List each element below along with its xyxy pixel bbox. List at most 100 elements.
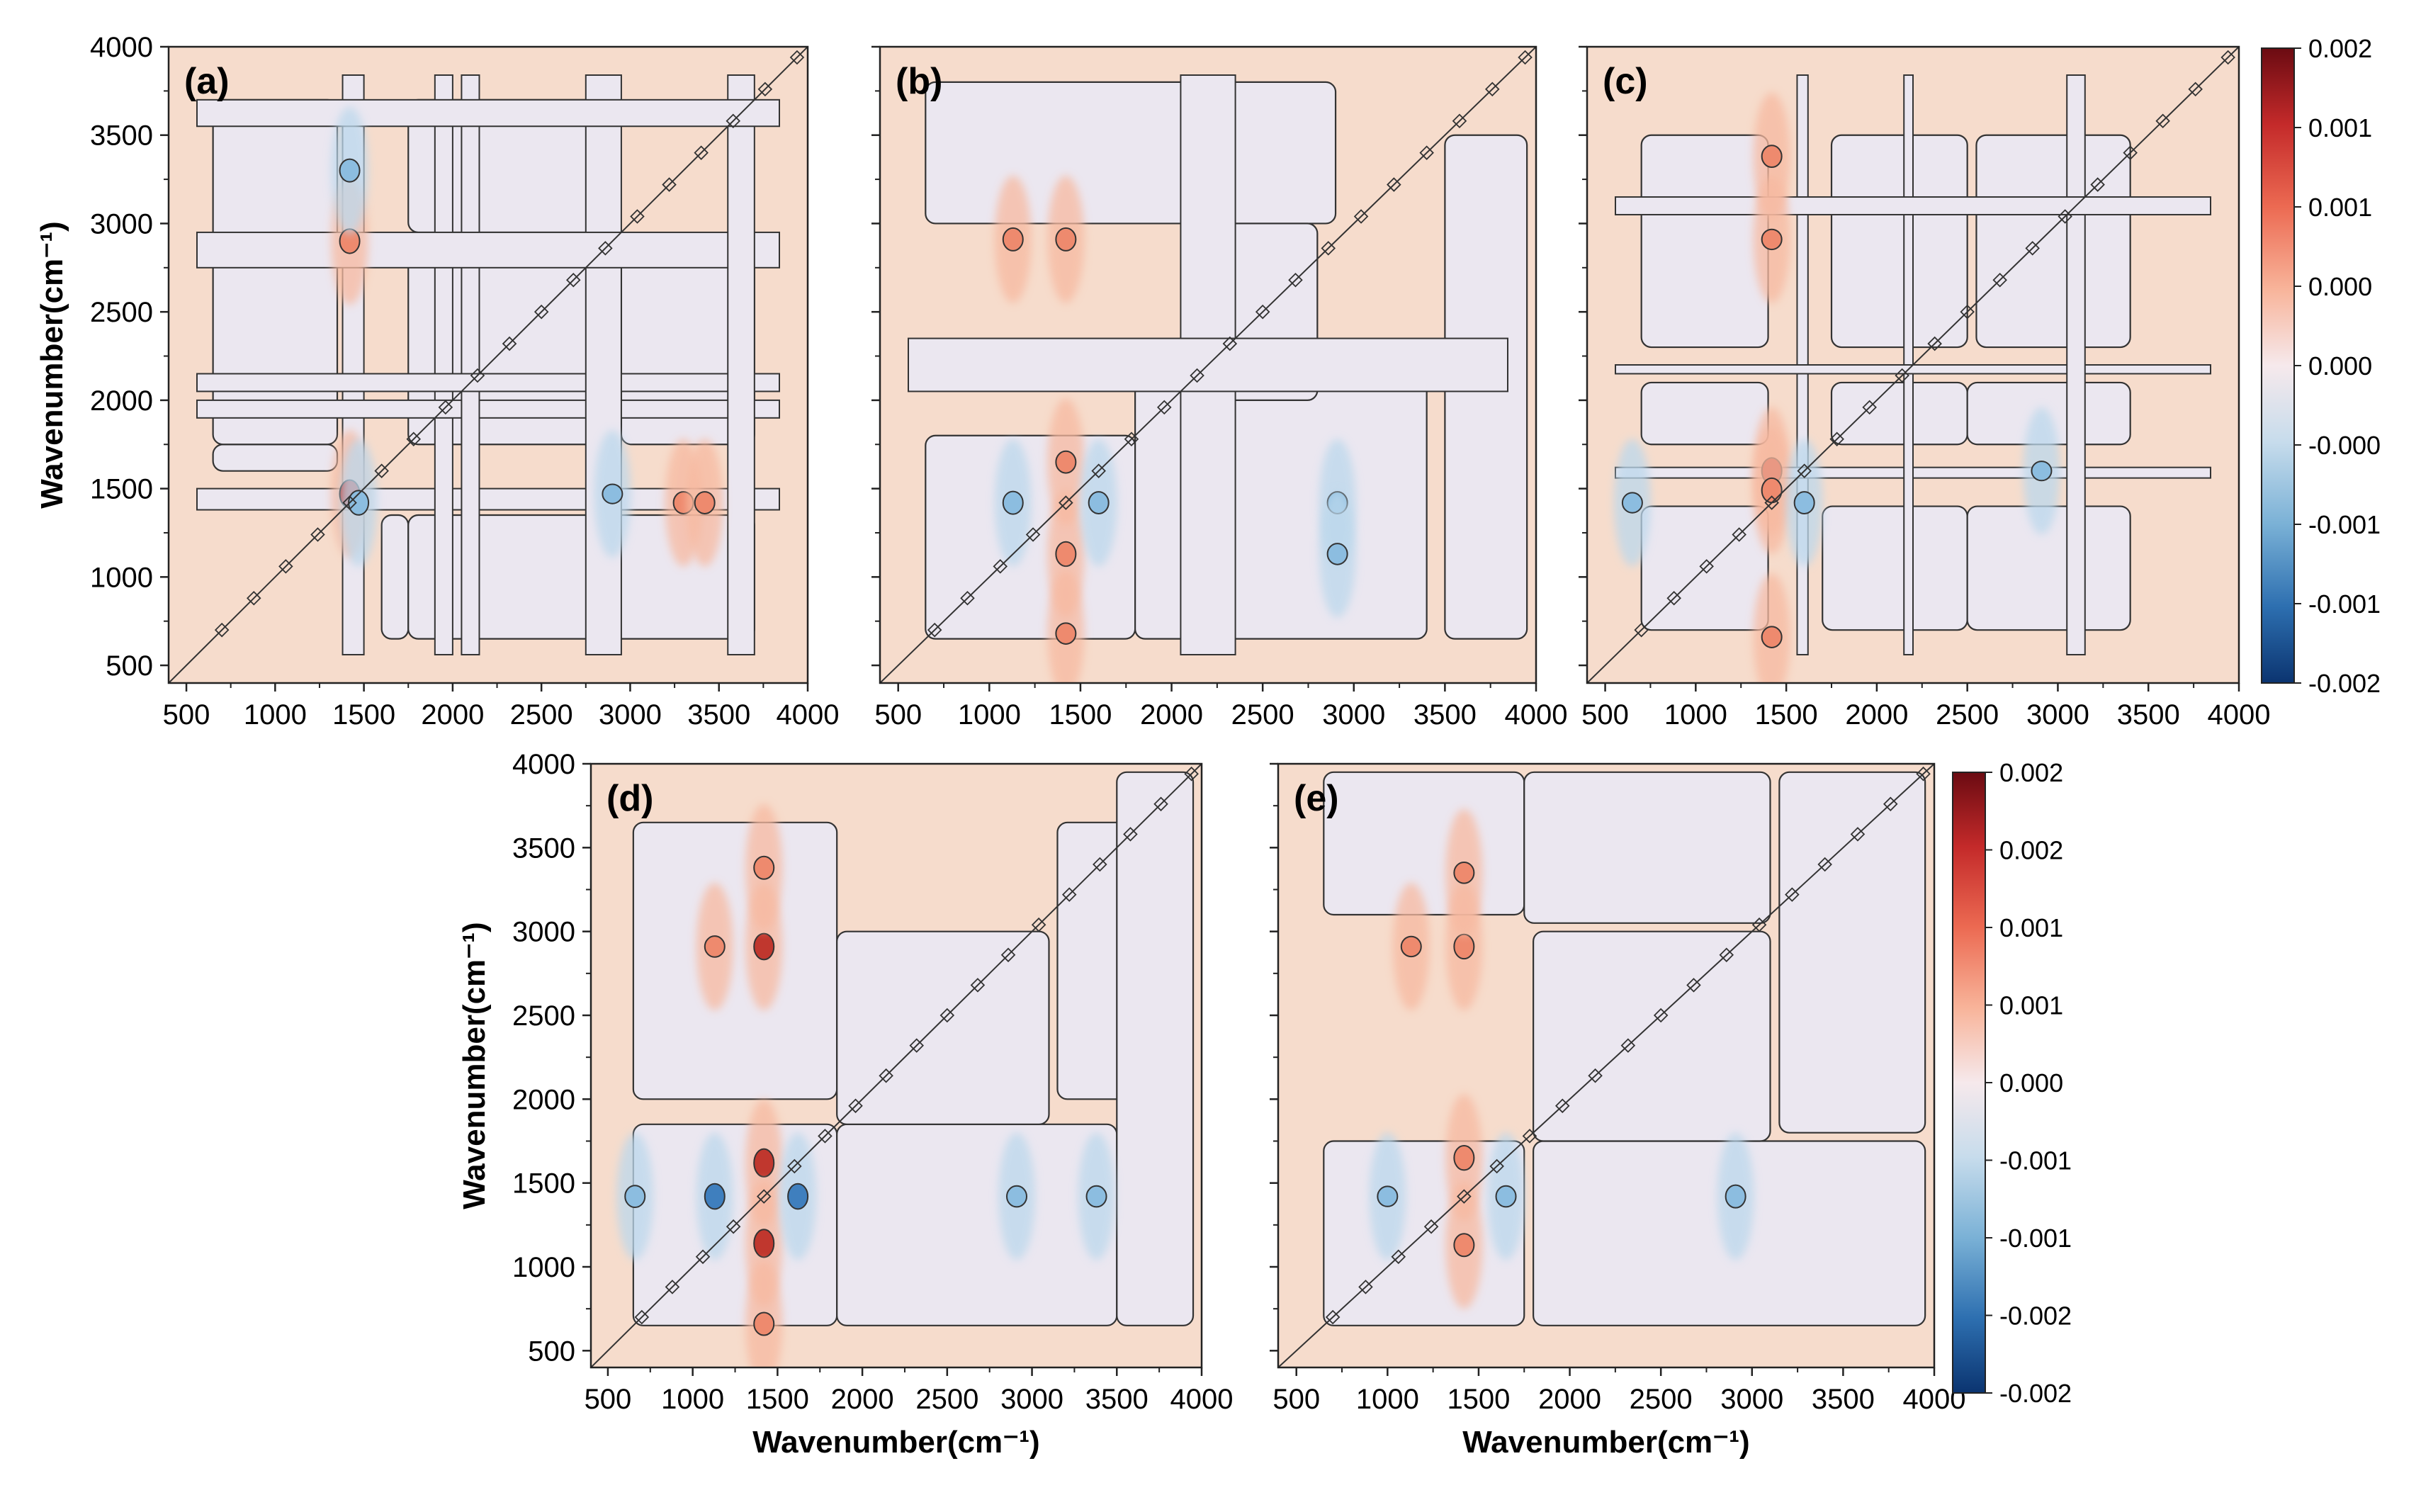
x-tick-label: 3500 [687,699,750,730]
x-tick-label: 4000 [777,699,840,730]
diagonal-autopeak [909,1038,925,1053]
diagonal-autopeak [406,431,422,447]
negative-band-vertical [434,74,453,655]
diagonal-line [591,764,1202,1367]
peak-positive [753,932,775,961]
diagonal-autopeak [1190,368,1204,383]
y-tick-label: 4000 [90,32,153,63]
negative-region [1523,771,1771,924]
diagonal-autopeak [1785,887,1800,902]
colorbar-label: 0.001 [2308,113,2372,142]
x-tick-label: 3500 [1812,1384,1875,1415]
negative-region [212,444,339,472]
x-tick-label: 2000 [1140,699,1203,730]
negative-region [1778,771,1926,1134]
diagonal-autopeak [2155,113,2170,129]
diagonal-autopeak [310,527,325,542]
y-axis-title: Wavenumber(cm⁻¹) [457,922,492,1209]
colorbar-label: 0.002 [1999,758,2063,787]
diagonal-line [880,47,1536,683]
x-tick-label: 1500 [1755,699,1818,730]
diagonal-autopeak [1031,917,1046,932]
diagonal-autopeak [818,1129,833,1144]
colorbar-label: 0.001 [1999,913,2063,942]
diagonal-autopeak [1862,400,1877,415]
negative-region [925,81,1337,225]
x-tick-label: 2000 [831,1384,894,1415]
diagonal-autopeak [1061,887,1077,902]
plot-frame [589,762,1203,1369]
diagonal-autopeak [1288,272,1303,288]
x-tick-label: 3000 [1720,1384,1783,1415]
peak-negative [624,1185,646,1208]
colorbar-label: 0.000 [1999,1068,2063,1098]
peak-negative [348,490,370,516]
plot-area [591,764,1202,1367]
panel-a: (a) 500 1000 1500 2000 2500 3000 3500 4000 500 100… [35,32,839,730]
diagonal-line [1278,764,1934,1367]
y-tick-label: 1500 [512,1168,575,1200]
diagonal-autopeak [1686,978,1701,993]
diagonal-autopeak [1353,209,1369,224]
negative-band-horizontal [196,98,780,128]
x-tick-label: 3000 [599,699,662,730]
y-tick-label: 1000 [90,562,153,593]
colorbar-gradient [1952,772,1986,1394]
diagonal-autopeak [662,177,677,192]
peak-negative [787,1183,809,1210]
y-tick-label: 500 [106,650,153,682]
diagonal-autopeak [502,336,517,351]
diagonal-autopeak [1423,1219,1439,1234]
diagonal-autopeak [1653,1008,1669,1023]
diagonal-autopeak [1895,368,1909,383]
x-tick-label: 1000 [661,1384,724,1415]
x-tick-label: 1000 [958,699,1021,730]
x-tick-label: 2000 [1538,1384,1601,1415]
diagonal-autopeak [1358,1280,1373,1294]
x-tick-label: 2500 [1630,1384,1693,1415]
diagonal-autopeak [634,1309,650,1325]
panel-label: (c) [1603,61,1648,102]
diagonal-autopeak [1321,241,1336,256]
diagonal-autopeak [1059,495,1073,510]
diagonal-autopeak [1960,304,1975,320]
diagonal-autopeak [1419,145,1434,160]
diagonal-autopeak [1184,766,1199,782]
peak-negative [1088,491,1110,514]
x-tick-label: 4000 [1170,1384,1234,1415]
colorbar-label: -0.001 [2308,510,2381,539]
negative-region [1830,134,1968,349]
peak-negative [339,158,361,183]
y-tick-label: 2000 [512,1084,575,1115]
diagonal-autopeak [1091,463,1106,478]
x-tick-label: 3000 [1322,699,1385,730]
x-tick-label: 500 [585,1384,632,1415]
colorbar-label: 0.001 [2308,193,2372,222]
y-tick-label: 3500 [512,833,575,864]
x-tick-label: 2500 [1231,699,1294,730]
negative-region [1116,771,1195,1326]
diagonal-autopeak [1255,304,1270,320]
peak-negative [1495,1185,1517,1208]
y-tick-label: 2500 [90,297,153,328]
diagonal-autopeak [1992,272,2007,288]
diagonal-autopeak [1000,947,1016,963]
colorbar-label: 0.001 [1999,991,2063,1020]
panel-e: (e)500 1000 1500 2000 2500 3000 3500 4000Wavenu… [1270,762,1965,1460]
negative-region [632,821,838,1100]
peak-negative [1377,1185,1399,1207]
x-tick-label: 500 [163,699,210,730]
diagonal-autopeak [2058,209,2072,224]
peak-negative [1006,1185,1028,1208]
diagonal-autopeak [278,559,293,574]
plot-frame [1277,762,1936,1369]
diagonal-autopeak [2025,241,2040,256]
diagonal-autopeak [2220,50,2235,65]
x-tick-label: 2500 [1936,699,1999,730]
diagonal-autopeak [438,400,453,415]
x-tick-label: 3500 [1085,1384,1149,1415]
diagonal-autopeak [848,1098,863,1114]
diagonal-autopeak [1916,766,1931,782]
negative-band-horizontal [1615,196,2211,215]
diagonal-autopeak [1156,400,1172,415]
